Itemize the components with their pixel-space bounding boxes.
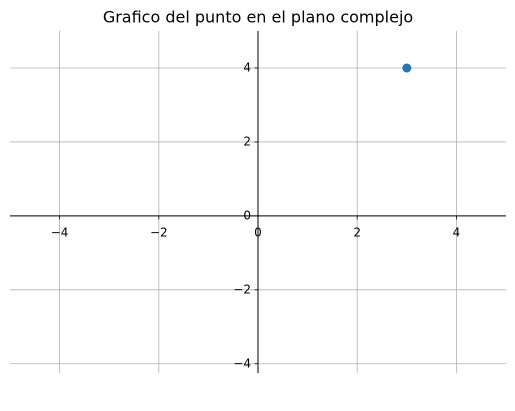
y-tick-label: 0 — [243, 208, 251, 222]
y-tick-label: 4 — [243, 60, 251, 74]
x-tick-label: 2 — [353, 225, 361, 239]
y-tick-label: 2 — [243, 134, 251, 148]
point — [402, 63, 412, 73]
chart-title: Grafico del punto en el plano complejo — [103, 8, 413, 27]
x-tick-label: −4 — [51, 225, 69, 239]
x-tick-label: 4 — [453, 225, 461, 239]
x-tick-label: 0 — [254, 225, 262, 239]
y-tick-label: −2 — [233, 282, 251, 296]
x-tick-label: −2 — [150, 225, 168, 239]
y-tick-label: −4 — [233, 356, 251, 370]
